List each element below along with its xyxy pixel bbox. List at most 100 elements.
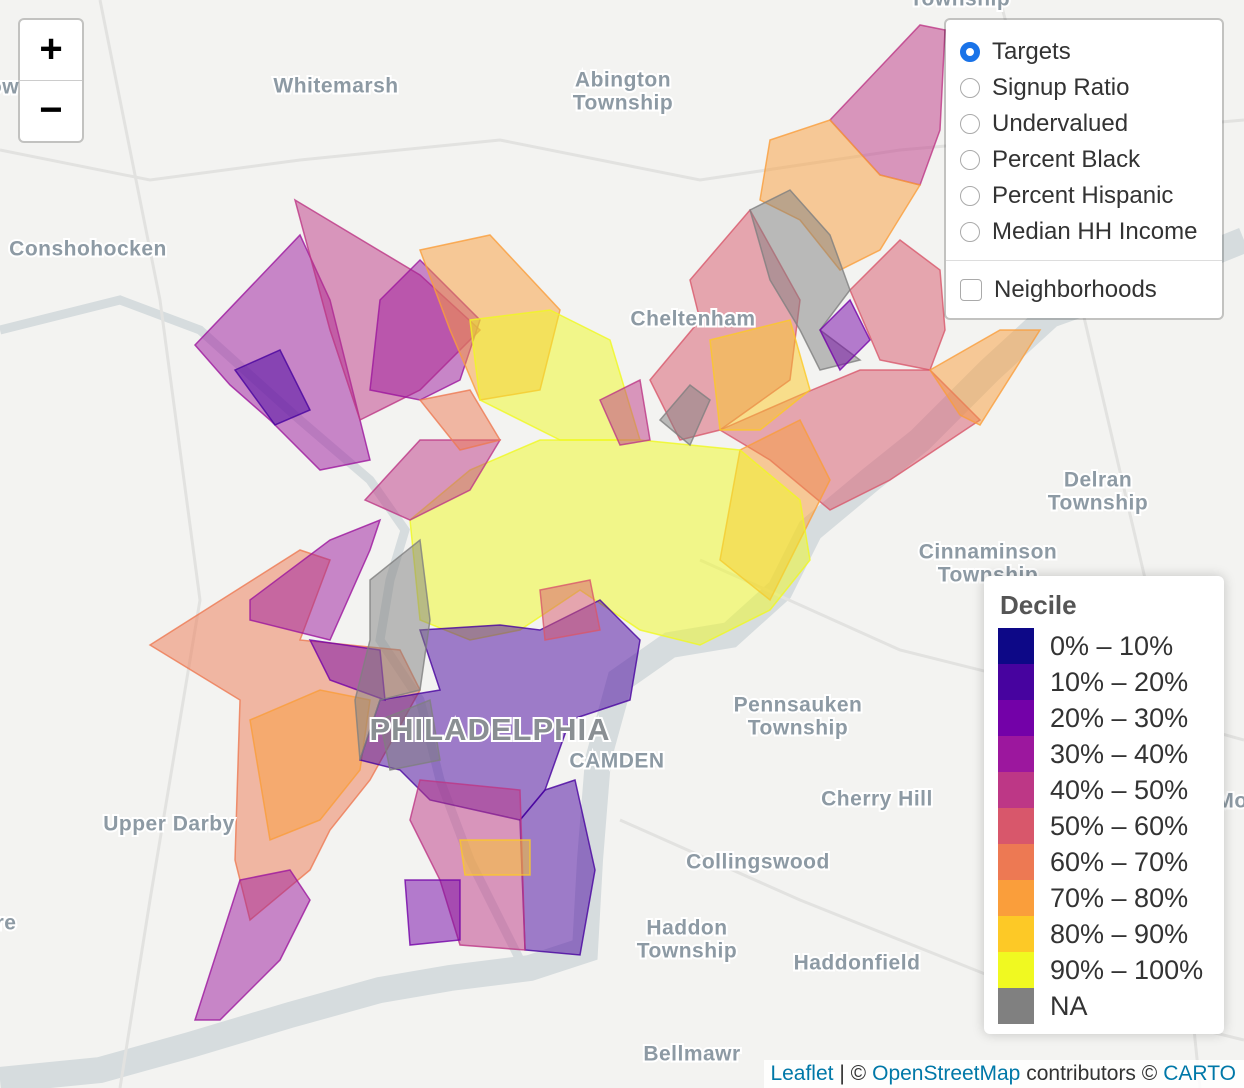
radio-button[interactable] xyxy=(960,78,980,98)
legend-label: 90% – 100% xyxy=(1050,954,1204,985)
tract xyxy=(363,439,502,521)
tract xyxy=(379,698,441,771)
layer-option[interactable]: Undervalued xyxy=(960,108,1128,140)
legend-label: 60% – 70% xyxy=(1050,846,1189,877)
separator xyxy=(946,260,1222,261)
place-label: CAMDEN xyxy=(569,750,664,773)
tract xyxy=(354,538,431,761)
layer-label: Undervalued xyxy=(992,110,1129,137)
place-label: Cherry Hill xyxy=(821,788,933,811)
layer-option[interactable]: Percent Hispanic xyxy=(960,180,1173,212)
place-label: Township xyxy=(748,717,848,740)
legend-entry: NA xyxy=(998,988,1088,1024)
zoom-control: + − xyxy=(18,18,84,143)
place-label: Abington xyxy=(575,69,671,92)
layer-option[interactable]: Targets xyxy=(960,36,1071,68)
legend-swatch xyxy=(998,988,1034,1024)
place-label: Township xyxy=(910,0,1010,11)
tract xyxy=(709,319,811,431)
legend-entry: 0% – 10% xyxy=(998,628,1173,664)
place-label: Pennsauken xyxy=(734,694,863,717)
radio-button[interactable] xyxy=(960,42,980,62)
legend-entry: 30% – 40% xyxy=(998,736,1188,772)
place-label: PHILADELPHIA xyxy=(369,712,610,747)
legend-swatch xyxy=(998,772,1034,808)
legend-label: 20% – 30% xyxy=(1050,702,1189,733)
radio-button[interactable] xyxy=(960,114,980,134)
layer-label: Median HH Income xyxy=(992,218,1198,245)
radio-button[interactable] xyxy=(960,150,980,170)
tract xyxy=(539,579,601,641)
carto-link[interactable]: CARTO xyxy=(1163,1062,1236,1085)
layer-option[interactable]: Median HH Income xyxy=(960,216,1197,248)
place-label: ow xyxy=(0,76,19,99)
attribution: Leaflet | © OpenStreetMap contributors © C… xyxy=(764,1060,1244,1088)
legend-entry: 90% – 100% xyxy=(998,952,1203,988)
layer-label: Targets xyxy=(992,38,1071,65)
legend: Decile 0% – 10% 10% – 20% 20% – 30% 30% – 4… xyxy=(984,576,1224,1034)
legend-swatch xyxy=(998,700,1034,736)
legend-entry: 40% – 50% xyxy=(998,772,1188,808)
tract xyxy=(928,329,1042,426)
overlay-option[interactable]: Neighborhoods xyxy=(960,274,1157,306)
layer-label: Percent Hispanic xyxy=(992,182,1174,209)
legend-label: 0% – 10% xyxy=(1050,630,1174,661)
tract xyxy=(849,239,946,371)
legend-title: Decile xyxy=(1000,590,1077,620)
tract xyxy=(249,689,371,842)
tract xyxy=(819,298,871,372)
legend-swatch xyxy=(998,880,1034,916)
legend-swatch xyxy=(998,808,1034,844)
place-label: Conshohocken xyxy=(9,238,167,261)
tract xyxy=(599,378,651,446)
tract xyxy=(459,839,531,876)
legend-swatch xyxy=(998,664,1034,700)
legend-label: 70% – 80% xyxy=(1050,882,1189,913)
legend-swatch xyxy=(998,916,1034,952)
tract xyxy=(233,349,312,426)
radio-button[interactable] xyxy=(960,222,980,242)
place-label: Delran xyxy=(1064,469,1132,492)
leaflet-link[interactable]: Leaflet xyxy=(770,1062,834,1085)
overlay-label: Neighborhoods xyxy=(994,276,1157,303)
legend-label: 50% – 60% xyxy=(1050,810,1189,841)
layer-option[interactable]: Signup Ratio xyxy=(960,72,1129,104)
tracts xyxy=(148,24,1042,1021)
tract xyxy=(658,383,711,447)
attribution-text: | © xyxy=(839,1062,867,1085)
place-label: Cinnaminson xyxy=(919,541,1058,564)
layer-label: Signup Ratio xyxy=(992,74,1130,101)
legend-swatch xyxy=(998,628,1034,664)
legend-entry: 70% – 80% xyxy=(998,880,1188,916)
place-label: Township xyxy=(637,940,737,963)
legend-swatch xyxy=(998,844,1034,880)
legend-entry: 80% – 90% xyxy=(998,916,1188,952)
tract xyxy=(404,879,461,946)
legend-entry: 20% – 30% xyxy=(998,700,1188,736)
osm-link[interactable]: OpenStreetMap xyxy=(872,1062,1021,1085)
place-label: Haddonfield xyxy=(794,952,921,975)
zoom-out-button[interactable]: − xyxy=(39,88,63,132)
layer-control: Targets Signup Ratio Undervalued Percent Bl… xyxy=(944,18,1224,320)
place-label: re xyxy=(0,912,16,935)
legend-entry: 10% – 20% xyxy=(998,664,1188,700)
checkbox[interactable] xyxy=(960,279,982,301)
tract xyxy=(418,389,502,451)
place-label: Haddon xyxy=(646,917,727,940)
place-label: Township xyxy=(1048,492,1148,515)
attribution-text: contributors © xyxy=(1026,1062,1158,1085)
radio-button[interactable] xyxy=(960,186,980,206)
place-label: Bellmawr xyxy=(643,1043,740,1066)
layer-option[interactable]: Percent Black xyxy=(960,144,1140,176)
place-label: Cheltenham xyxy=(630,308,755,331)
legend-label: 30% – 40% xyxy=(1050,738,1189,769)
zoom-in-button[interactable]: + xyxy=(20,20,82,81)
legend-label: 10% – 20% xyxy=(1050,666,1189,697)
legend-label: NA xyxy=(1050,990,1088,1021)
legend-entry: 60% – 70% xyxy=(998,844,1188,880)
place-label: Township xyxy=(573,92,673,115)
place-label: Upper Darby xyxy=(103,813,235,836)
